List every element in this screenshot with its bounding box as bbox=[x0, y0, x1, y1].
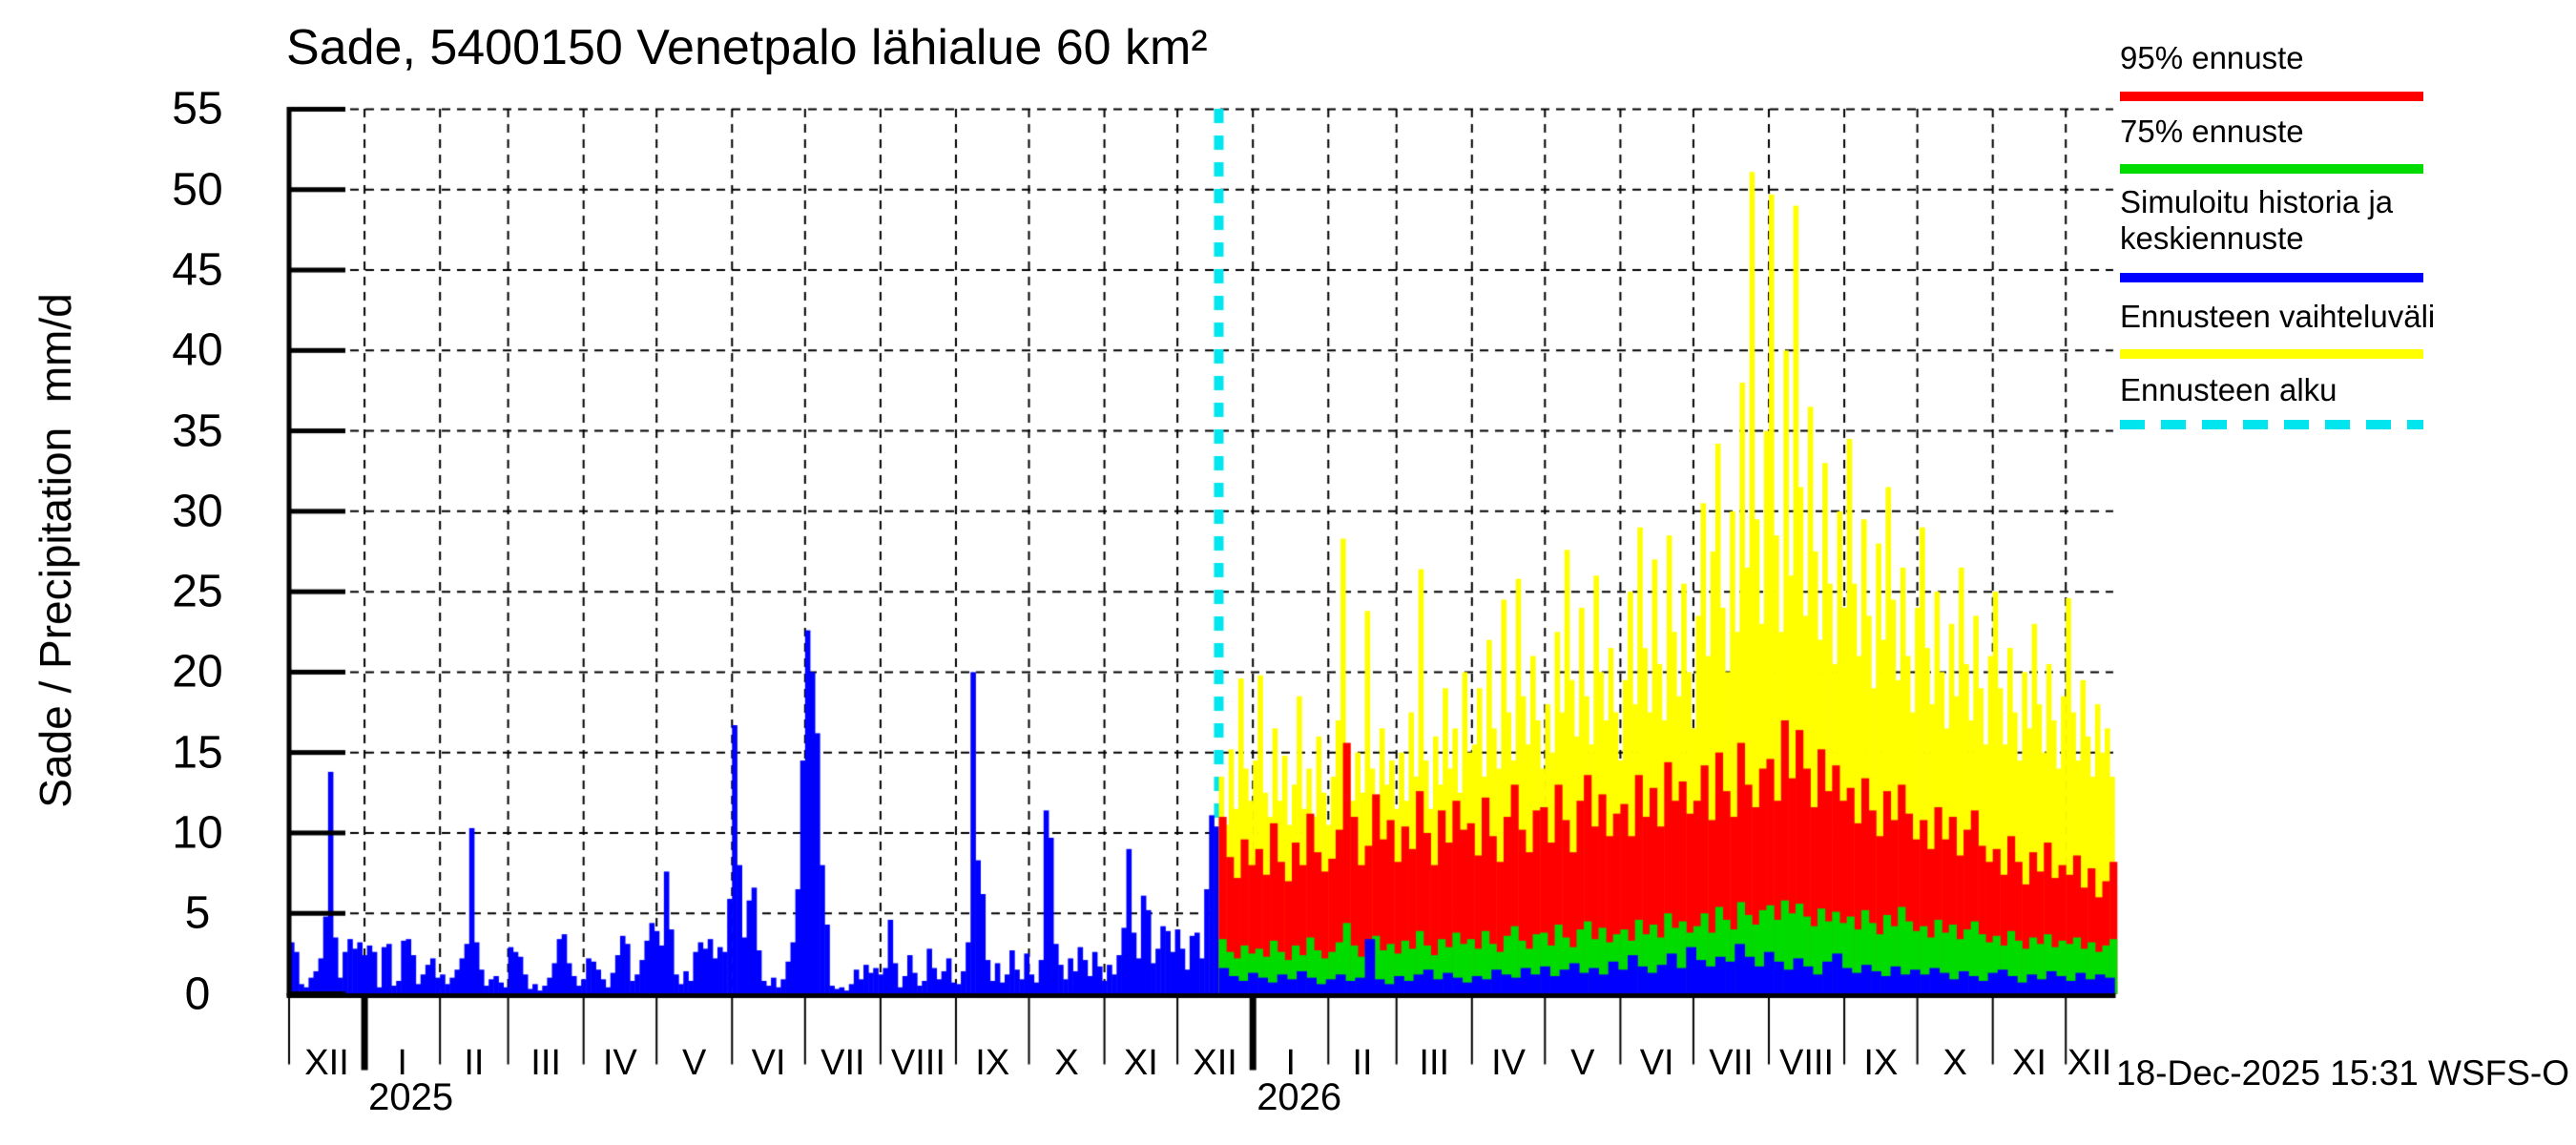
x-tick-label: VII bbox=[821, 1043, 865, 1083]
x-tick-label: VII bbox=[1709, 1043, 1754, 1083]
timestamp: 18-Dec-2025 15:31 WSFS-O bbox=[2116, 1053, 2570, 1093]
y-tick-label: 30 bbox=[172, 486, 223, 537]
x-tick-label: III bbox=[1419, 1043, 1450, 1083]
x-tick-label: XI bbox=[1123, 1043, 1158, 1083]
legend-line-vaihteluvali bbox=[2120, 349, 2423, 359]
legend-label-simuloitu-historia: Simuloitu historia ja keskiennuste bbox=[2120, 184, 2394, 256]
x-tick-label: XII bbox=[1193, 1043, 1237, 1083]
y-tick-label: 15 bbox=[172, 727, 223, 779]
x-tick-label: II bbox=[464, 1043, 485, 1083]
legend-label-vaihteluvali: Ennusteen vaihteluväli bbox=[2120, 299, 2436, 334]
legend-line-95-ennuste bbox=[2120, 92, 2423, 101]
y-tick-label: 35 bbox=[172, 406, 223, 457]
legend-line-simuloitu-historia bbox=[2120, 273, 2423, 282]
legend-label-ennusteen-alku: Ennusteen alku bbox=[2120, 372, 2337, 407]
y-tick-label: 45 bbox=[172, 244, 223, 296]
x-tick-label: XI bbox=[2012, 1043, 2046, 1083]
year-label: 2025 bbox=[368, 1076, 454, 1118]
y-tick-label: 5 bbox=[184, 887, 211, 939]
x-tick-label: XII bbox=[2067, 1043, 2112, 1083]
legend-label-75-ennuste: 75% ennuste bbox=[2120, 114, 2304, 149]
x-tick-label: V bbox=[682, 1043, 707, 1083]
legend-label-95-ennuste: 95% ennuste bbox=[2120, 40, 2304, 75]
x-tick-label: VI bbox=[751, 1043, 786, 1083]
x-tick-label: VIII bbox=[890, 1043, 945, 1083]
y-axis-label: Sade / Precipitation mm/d bbox=[31, 293, 80, 808]
year-label: 2026 bbox=[1257, 1076, 1342, 1118]
y-tick-label: 55 bbox=[172, 83, 223, 135]
x-tick-label: X bbox=[1054, 1043, 1079, 1083]
x-tick-label: I bbox=[397, 1043, 407, 1083]
x-tick-label: IX bbox=[1863, 1043, 1899, 1083]
y-tick-label: 20 bbox=[172, 646, 223, 697]
x-tick-label: IV bbox=[602, 1043, 637, 1083]
y-tick-label: 0 bbox=[184, 968, 211, 1019]
x-tick-label: III bbox=[530, 1043, 561, 1083]
x-tick-label: VI bbox=[1639, 1043, 1674, 1083]
legend-line-ennusteen-alku bbox=[2120, 420, 2423, 429]
x-tick-label: V bbox=[1570, 1043, 1595, 1083]
y-tick-label: 50 bbox=[172, 164, 223, 216]
legend-line-75-ennuste bbox=[2120, 164, 2423, 174]
x-tick-label: II bbox=[1352, 1043, 1373, 1083]
y-tick-label: 10 bbox=[172, 807, 223, 859]
y-tick-label: 25 bbox=[172, 566, 223, 617]
chart-title: Sade, 5400150 Venetpalo lähialue 60 km² bbox=[286, 20, 1208, 75]
x-tick-label: IX bbox=[975, 1043, 1010, 1083]
y-tick-label: 40 bbox=[172, 324, 223, 376]
x-tick-label: I bbox=[1285, 1043, 1297, 1083]
x-tick-label: X bbox=[1942, 1043, 1967, 1083]
x-tick-label: VIII bbox=[1779, 1043, 1835, 1083]
x-tick-label: IV bbox=[1491, 1043, 1526, 1083]
x-tick-label: XII bbox=[304, 1043, 349, 1083]
